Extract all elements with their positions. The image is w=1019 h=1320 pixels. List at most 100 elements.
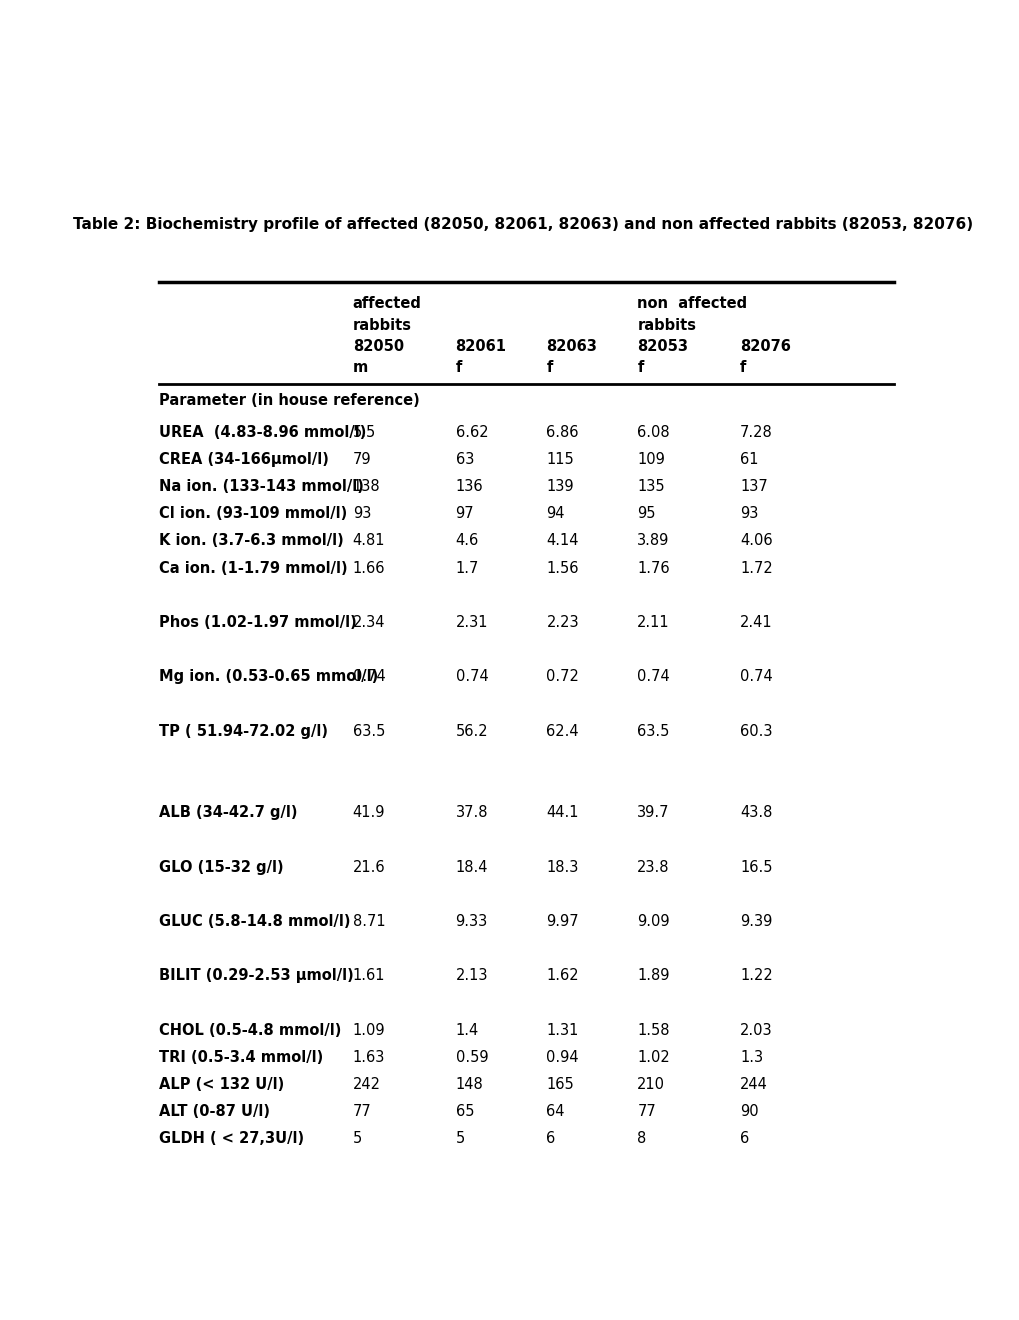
Text: 90: 90 bbox=[740, 1104, 758, 1119]
Text: 93: 93 bbox=[740, 507, 758, 521]
Text: 139: 139 bbox=[546, 479, 574, 494]
Text: 5: 5 bbox=[353, 1131, 362, 1146]
Text: affected: affected bbox=[353, 296, 421, 312]
Text: 148: 148 bbox=[455, 1077, 483, 1092]
Text: Table 2: Biochemistry profile of affected (82050, 82061, 82063) and non affected: Table 2: Biochemistry profile of affecte… bbox=[72, 216, 972, 232]
Text: 4.06: 4.06 bbox=[740, 533, 772, 548]
Text: 2.13: 2.13 bbox=[455, 969, 487, 983]
Text: 77: 77 bbox=[637, 1104, 655, 1119]
Text: f: f bbox=[637, 360, 643, 375]
Text: 63.5: 63.5 bbox=[353, 723, 385, 739]
Text: ALB (34-42.7 g/l): ALB (34-42.7 g/l) bbox=[159, 805, 298, 820]
Text: 1.31: 1.31 bbox=[546, 1023, 578, 1038]
Text: 109: 109 bbox=[637, 451, 664, 467]
Text: rabbits: rabbits bbox=[637, 318, 696, 333]
Text: 4.81: 4.81 bbox=[353, 533, 385, 548]
Text: 43.8: 43.8 bbox=[740, 805, 771, 820]
Text: 1.4: 1.4 bbox=[455, 1023, 478, 1038]
Text: ALP (< 132 U/l): ALP (< 132 U/l) bbox=[159, 1077, 284, 1092]
Text: 82061: 82061 bbox=[455, 339, 506, 354]
Text: 63.5: 63.5 bbox=[637, 723, 669, 739]
Text: 2.03: 2.03 bbox=[740, 1023, 772, 1038]
Text: 9.39: 9.39 bbox=[740, 913, 771, 929]
Text: 4.6: 4.6 bbox=[455, 533, 478, 548]
Text: 6.86: 6.86 bbox=[546, 425, 579, 440]
Text: 93: 93 bbox=[353, 507, 371, 521]
Text: 82053: 82053 bbox=[637, 339, 688, 354]
Text: 1.3: 1.3 bbox=[740, 1049, 762, 1065]
Text: 2.31: 2.31 bbox=[455, 615, 487, 630]
Text: 62.4: 62.4 bbox=[546, 723, 579, 739]
Text: 1.63: 1.63 bbox=[353, 1049, 385, 1065]
Text: 95: 95 bbox=[637, 507, 655, 521]
Text: GLDH ( < 27,3U/l): GLDH ( < 27,3U/l) bbox=[159, 1131, 304, 1146]
Text: 1.76: 1.76 bbox=[637, 561, 669, 576]
Text: 3.89: 3.89 bbox=[637, 533, 669, 548]
Text: 138: 138 bbox=[353, 479, 380, 494]
Text: 0.94: 0.94 bbox=[546, 1049, 579, 1065]
Text: Na ion. (133-143 mmol/l): Na ion. (133-143 mmol/l) bbox=[159, 479, 364, 494]
Text: 82076: 82076 bbox=[740, 339, 791, 354]
Text: K ion. (3.7-6.3 mmol/l): K ion. (3.7-6.3 mmol/l) bbox=[159, 533, 343, 548]
Text: m: m bbox=[353, 360, 368, 375]
Text: Ca ion. (1-1.79 mmol/l): Ca ion. (1-1.79 mmol/l) bbox=[159, 561, 347, 576]
Text: 210: 210 bbox=[637, 1077, 664, 1092]
Text: Phos (1.02-1.97 mmol/l): Phos (1.02-1.97 mmol/l) bbox=[159, 615, 357, 630]
Text: 0.72: 0.72 bbox=[546, 669, 579, 684]
Text: 97: 97 bbox=[455, 507, 474, 521]
Text: non  affected: non affected bbox=[637, 296, 747, 312]
Text: 82050: 82050 bbox=[353, 339, 404, 354]
Text: GLO (15-32 g/l): GLO (15-32 g/l) bbox=[159, 859, 283, 875]
Text: rabbits: rabbits bbox=[353, 318, 412, 333]
Text: UREA  (4.83-8.96 mmol/l): UREA (4.83-8.96 mmol/l) bbox=[159, 425, 366, 440]
Text: 136: 136 bbox=[455, 479, 483, 494]
Text: 79: 79 bbox=[353, 451, 371, 467]
Text: 1.66: 1.66 bbox=[353, 561, 385, 576]
Text: 242: 242 bbox=[353, 1077, 380, 1092]
Text: 5: 5 bbox=[455, 1131, 465, 1146]
Text: 23.8: 23.8 bbox=[637, 859, 669, 875]
Text: 18.4: 18.4 bbox=[455, 859, 487, 875]
Text: 21.6: 21.6 bbox=[353, 859, 385, 875]
Text: 0.59: 0.59 bbox=[455, 1049, 488, 1065]
Text: 2.41: 2.41 bbox=[740, 615, 772, 630]
Text: 61: 61 bbox=[740, 451, 758, 467]
Text: 1.7: 1.7 bbox=[455, 561, 479, 576]
Text: 77: 77 bbox=[353, 1104, 371, 1119]
Text: GLUC (5.8-14.8 mmol/l): GLUC (5.8-14.8 mmol/l) bbox=[159, 913, 351, 929]
Text: BILIT (0.29-2.53 μmol/l): BILIT (0.29-2.53 μmol/l) bbox=[159, 969, 354, 983]
Text: 0.74: 0.74 bbox=[353, 669, 385, 684]
Text: 7.28: 7.28 bbox=[740, 425, 772, 440]
Text: 82063: 82063 bbox=[546, 339, 597, 354]
Text: 9.09: 9.09 bbox=[637, 913, 669, 929]
Text: 2.34: 2.34 bbox=[353, 615, 385, 630]
Text: 2.23: 2.23 bbox=[546, 615, 579, 630]
Text: f: f bbox=[740, 360, 746, 375]
Text: 1.72: 1.72 bbox=[740, 561, 772, 576]
Text: 63: 63 bbox=[455, 451, 474, 467]
Text: 6.08: 6.08 bbox=[637, 425, 669, 440]
Text: 244: 244 bbox=[740, 1077, 767, 1092]
Text: 94: 94 bbox=[546, 507, 565, 521]
Text: 18.3: 18.3 bbox=[546, 859, 578, 875]
Text: 0.74: 0.74 bbox=[455, 669, 488, 684]
Text: 9.97: 9.97 bbox=[546, 913, 579, 929]
Text: 6.62: 6.62 bbox=[455, 425, 488, 440]
Text: 60.3: 60.3 bbox=[740, 723, 771, 739]
Text: 1.58: 1.58 bbox=[637, 1023, 669, 1038]
Text: 6: 6 bbox=[740, 1131, 749, 1146]
Text: 8: 8 bbox=[637, 1131, 646, 1146]
Text: 165: 165 bbox=[546, 1077, 574, 1092]
Text: 1.62: 1.62 bbox=[546, 969, 579, 983]
Text: 9.33: 9.33 bbox=[455, 913, 487, 929]
Text: Parameter (in house reference): Parameter (in house reference) bbox=[159, 393, 420, 408]
Text: 1.89: 1.89 bbox=[637, 969, 669, 983]
Text: 2.11: 2.11 bbox=[637, 615, 669, 630]
Text: 64: 64 bbox=[546, 1104, 565, 1119]
Text: 1.56: 1.56 bbox=[546, 561, 579, 576]
Text: f: f bbox=[455, 360, 462, 375]
Text: TP ( 51.94-72.02 g/l): TP ( 51.94-72.02 g/l) bbox=[159, 723, 328, 739]
Text: 137: 137 bbox=[740, 479, 767, 494]
Text: 44.1: 44.1 bbox=[546, 805, 579, 820]
Text: 41.9: 41.9 bbox=[353, 805, 385, 820]
